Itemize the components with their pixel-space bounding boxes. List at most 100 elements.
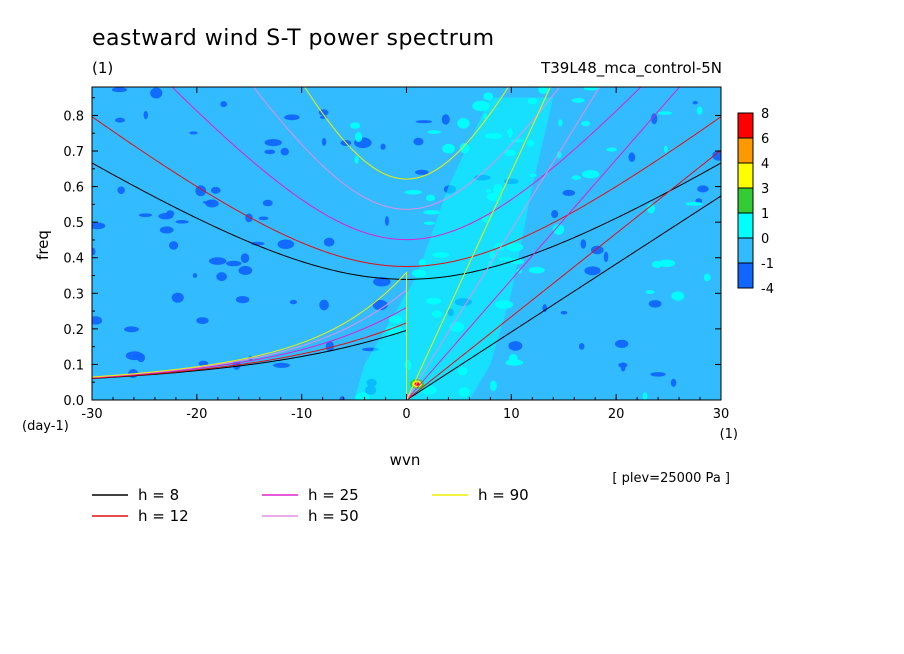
y-tick-label: 0.7: [63, 145, 84, 160]
dispersion-curve: [92, 87, 551, 400]
field-patch: [562, 189, 576, 196]
field-patch: [195, 185, 207, 197]
field-patch: [198, 360, 209, 367]
dispersion-curve: [171, 87, 642, 241]
x-tick-label: 30: [713, 407, 730, 422]
field-patch: [115, 117, 125, 123]
x-tick-label: 10: [503, 407, 520, 422]
field-patch: [645, 290, 655, 294]
field-patch: [614, 339, 629, 348]
field-patch: [413, 137, 424, 146]
field-patch: [648, 300, 662, 308]
field-patch: [538, 87, 549, 95]
chart-title: eastward wind S-T power spectrum: [92, 26, 495, 51]
field-patch: [508, 341, 523, 351]
field-patch: [171, 292, 184, 303]
field-patch: [372, 299, 388, 311]
field-patch: [620, 362, 626, 372]
field-patch: [489, 380, 497, 392]
field-patch: [159, 226, 174, 234]
y-axis-unit: (day-1): [22, 419, 69, 434]
field-patch: [647, 203, 656, 214]
colorbar-label: -4: [761, 282, 774, 297]
field-patch: [703, 273, 711, 282]
field-patch: [571, 175, 581, 181]
field-patch: [273, 362, 290, 368]
x-axis-label: wvn: [390, 451, 421, 469]
field-patch: [415, 120, 433, 124]
x-tick-label: -10: [291, 407, 312, 422]
colorbar-swatch: [737, 162, 754, 189]
field-patch: [220, 101, 228, 108]
footnote: [ plev=25000 Pa ]: [612, 471, 730, 486]
field-patch: [208, 257, 227, 265]
field-patch: [552, 224, 565, 235]
field-patch: [651, 260, 663, 269]
field-patch: [225, 260, 242, 267]
field-patch: [92, 316, 103, 325]
dispersion-curves: [92, 87, 721, 400]
field-patch: [354, 131, 363, 143]
field-patch: [264, 138, 282, 147]
field-patch: [373, 277, 391, 287]
field-patch: [551, 210, 559, 219]
field-patch: [350, 122, 361, 129]
colorbar-swatch: [737, 137, 754, 164]
field-patch: [427, 130, 441, 134]
field-patch: [658, 259, 676, 268]
legend-label: h = 8: [138, 486, 179, 504]
field-patch: [442, 143, 456, 154]
field-patch: [528, 266, 545, 274]
field-patch: [175, 220, 189, 224]
field-patch: [380, 143, 386, 150]
legend-label: h = 90: [478, 486, 529, 504]
field-patch: [606, 147, 617, 152]
field-patch: [289, 299, 297, 305]
field-patch: [319, 299, 329, 311]
field-patch: [216, 272, 227, 282]
field-patch: [580, 239, 587, 249]
field-patch: [404, 189, 423, 195]
x-tick-label: 0: [402, 407, 410, 422]
field-patch: [423, 221, 435, 225]
colorbar-label: 4: [761, 157, 769, 172]
field-patch: [578, 343, 585, 350]
field-patch: [560, 310, 568, 315]
x-tick-label: -30: [81, 407, 102, 422]
field-patch: [581, 170, 600, 179]
field-patch: [558, 119, 563, 127]
x-tick-label: -20: [186, 407, 207, 422]
field-patch: [651, 113, 658, 125]
colorbar-swatch: [737, 237, 754, 264]
field-patch: [240, 253, 250, 264]
colorbar-label: 0: [761, 232, 769, 247]
dispersion-curve: [304, 87, 509, 180]
colorbar: 8 6 4 3 1 0 -1 -4: [737, 107, 774, 297]
field-patch: [277, 239, 295, 249]
colorbar-label: 1: [761, 207, 769, 222]
field-patch: [169, 241, 179, 250]
x-axis-unit: (1): [720, 427, 738, 442]
field-patch: [712, 150, 721, 161]
field-patch: [642, 392, 648, 400]
field-patch: [423, 210, 440, 215]
field-patch: [138, 213, 153, 217]
legend-label: h = 25: [308, 486, 359, 504]
field-patch: [603, 251, 609, 263]
field-patch: [238, 265, 253, 275]
field-patch: [671, 291, 685, 301]
field-patch: [696, 106, 703, 115]
field-patch: [124, 326, 140, 333]
field-patch: [663, 145, 668, 153]
field-patch: [650, 372, 666, 377]
dispersion-curve: [92, 116, 721, 267]
field-patch: [628, 152, 636, 163]
field-patch: [685, 201, 703, 206]
field-patch: [692, 100, 698, 105]
y-tick-label: 0.4: [63, 252, 84, 267]
field-patch: [111, 87, 128, 93]
field-patch: [143, 110, 148, 120]
colorbar-swatch: [737, 212, 754, 239]
field-patch: [262, 199, 273, 207]
